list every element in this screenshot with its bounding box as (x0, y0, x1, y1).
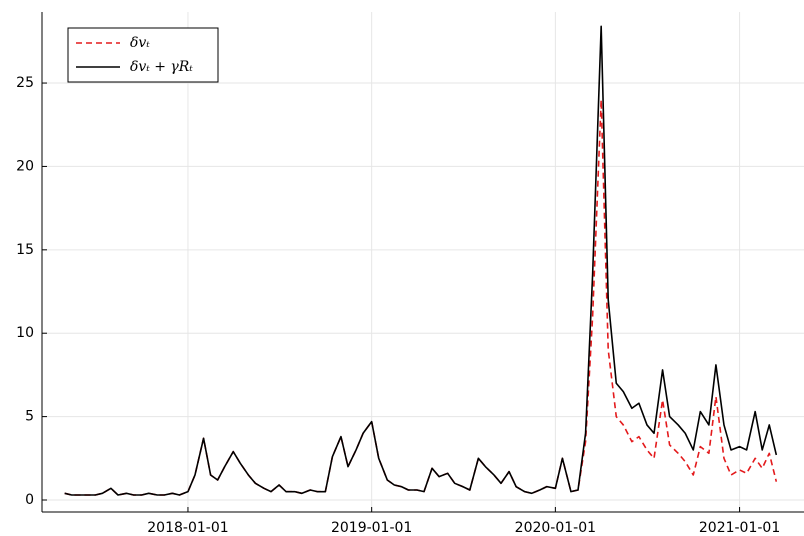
y-tick-label: 5 (25, 409, 34, 425)
y-tick-label: 0 (25, 492, 34, 508)
series-line (64, 25, 778, 496)
y-tick-label: 25 (16, 75, 34, 91)
series-line (64, 98, 778, 496)
x-tick-label: 2021-01-01 (699, 520, 780, 536)
x-tick-label: 2018-01-01 (147, 520, 228, 536)
y-tick-label: 20 (16, 158, 34, 174)
x-tick-label: 2019-01-01 (331, 520, 412, 536)
legend-label: δvₜ + γRₜ (130, 59, 193, 75)
legend-label: δvₜ (130, 35, 150, 51)
legend-box (67, 27, 219, 83)
y-tick-label: 10 (16, 325, 34, 341)
x-tick-label: 2020-01-01 (515, 520, 596, 536)
y-tick-label: 15 (16, 242, 34, 258)
